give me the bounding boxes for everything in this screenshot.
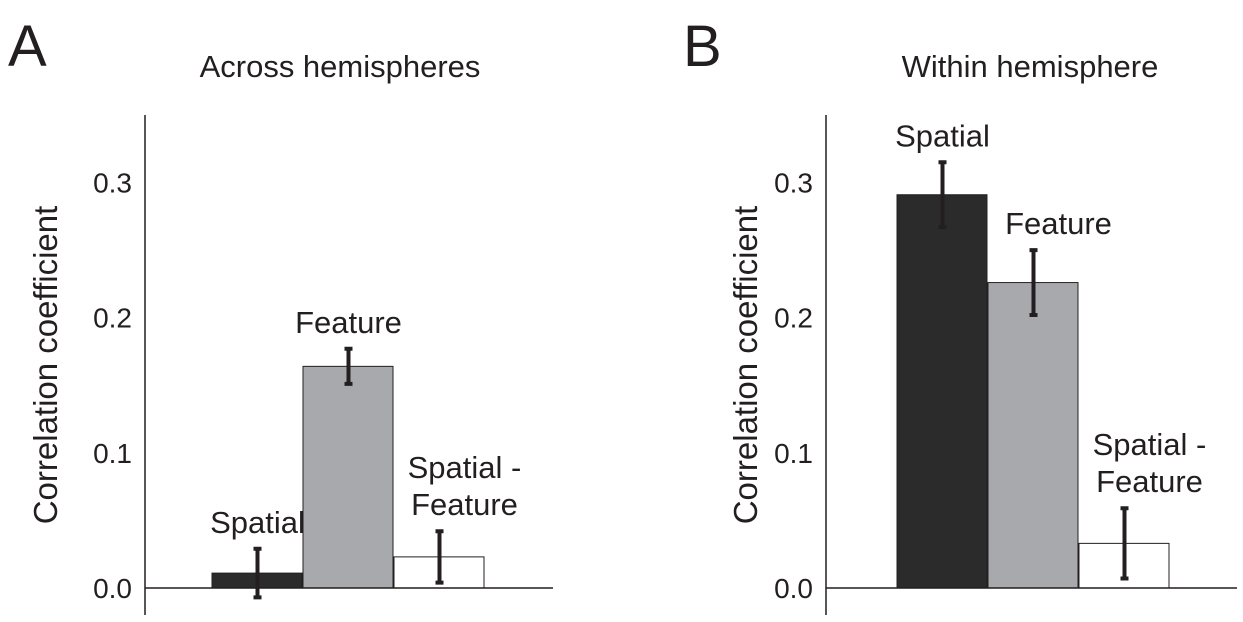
bar-label: Feature [295,305,402,340]
error-bar [938,160,947,230]
bar-label: Spatial -Feature [408,450,522,522]
y-axis-label: Correlation coefficient [27,206,64,525]
error-bar [253,546,262,600]
y-axis-label: Correlation coefficient [727,206,764,525]
bar-label: Spatial -Feature [1093,427,1207,499]
bar-label: Feature [1005,206,1112,241]
y-tick-label: 0.2 [774,303,813,334]
error-bar [435,529,444,585]
bar [987,282,1079,589]
error-bar [1120,506,1129,581]
bar [302,365,394,589]
y-tick-label: 0.3 [774,168,813,199]
bar-label: Spatial [895,118,990,153]
y-tick-label: 0.1 [774,438,813,469]
y-tick-label: 0.0 [774,573,813,604]
panel-title: Across hemispheres [200,49,481,84]
bar [896,194,988,589]
bar-label: Spatial [210,505,305,540]
panel-letter: A [8,14,47,79]
error-bar [1029,248,1038,317]
y-tick-label: 0.0 [93,573,132,604]
y-tick-label: 0.2 [93,303,132,334]
y-tick-label: 0.3 [93,168,132,199]
error-bar [344,346,353,386]
y-tick-label: 0.1 [93,438,132,469]
panel-title: Within hemisphere [902,49,1159,84]
panel-letter: B [683,14,722,79]
